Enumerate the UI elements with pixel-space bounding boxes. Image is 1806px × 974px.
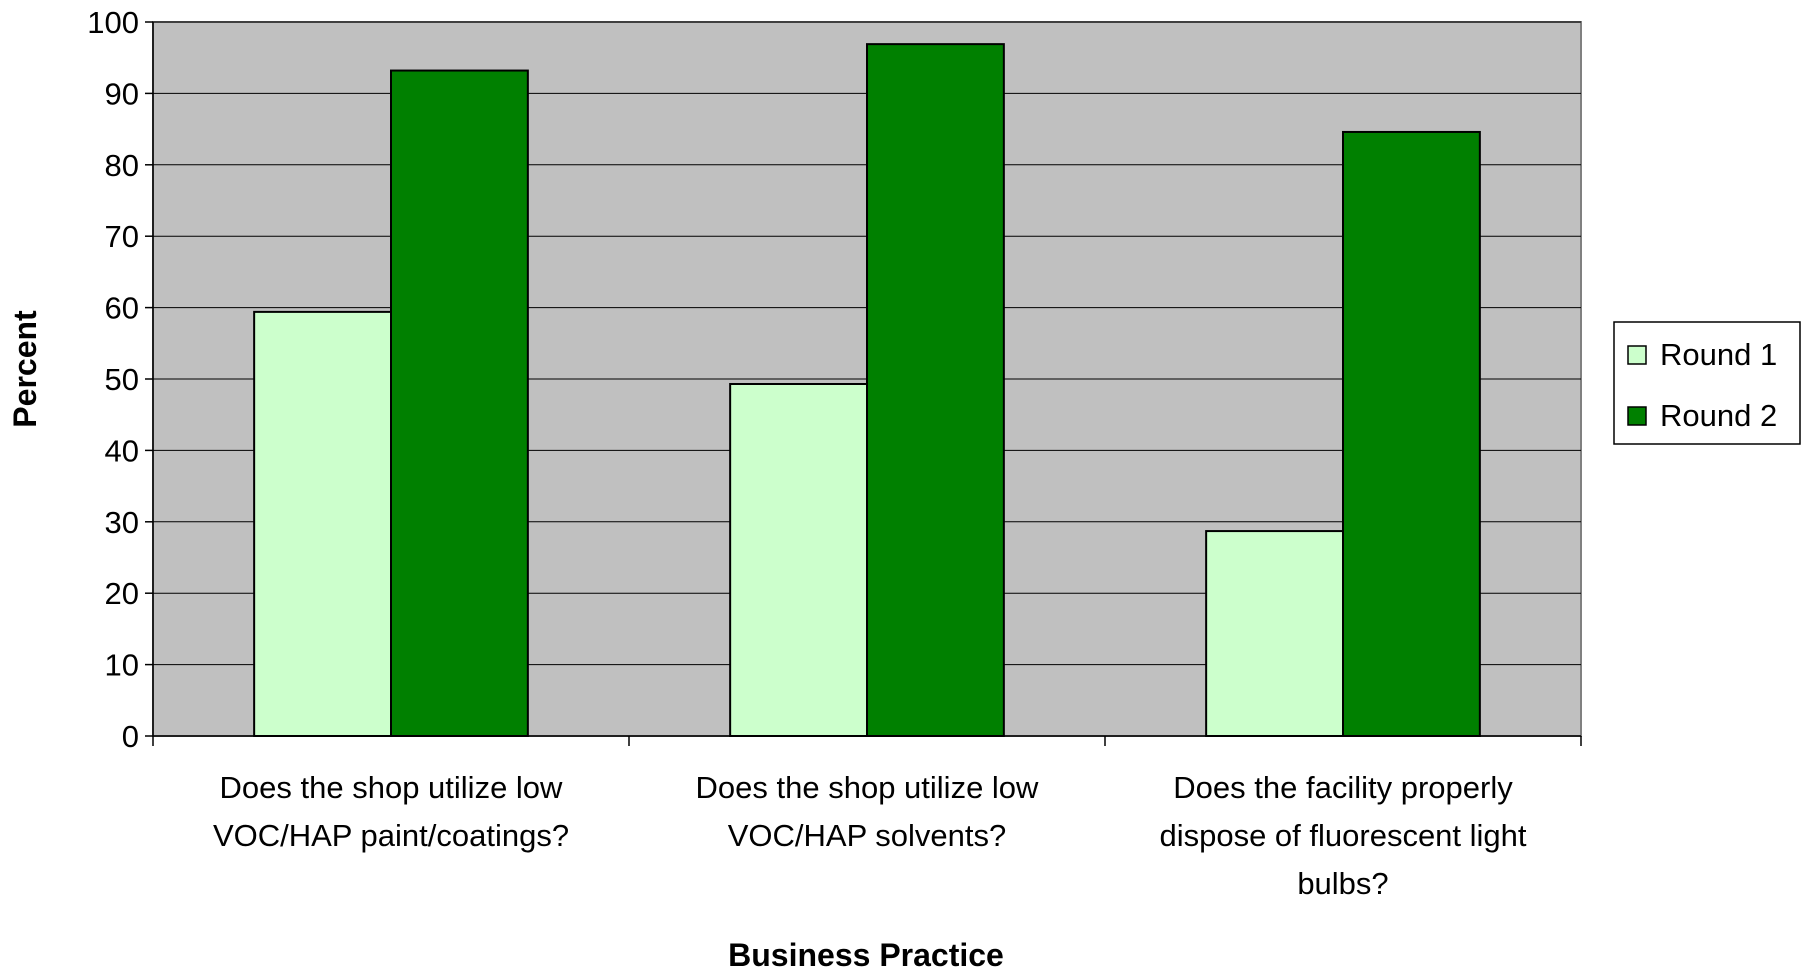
- y-axis-title: Percent: [7, 310, 43, 428]
- bar-round-1: [253, 310, 392, 737]
- bar-round-2: [1342, 130, 1481, 737]
- legend-swatch-round-1: [1627, 345, 1647, 365]
- y-tick-label: 0: [122, 719, 139, 754]
- bar-round-2: [866, 43, 1005, 738]
- bar-round-2: [390, 69, 529, 737]
- x-category-labels: Does the shop utilize low VOC/HAP paint/c…: [213, 770, 1527, 901]
- y-tick-label: 10: [105, 648, 139, 683]
- y-tick-label: 80: [105, 148, 139, 183]
- y-tick-label: 50: [105, 362, 139, 397]
- legend-label-round-1: Round 1: [1660, 337, 1777, 372]
- bar-round-1: [1205, 530, 1345, 737]
- y-tick-label: 60: [105, 291, 139, 326]
- legend-swatch-round-2: [1627, 406, 1647, 426]
- axes: [145, 21, 1582, 746]
- y-tick-label: 40: [105, 433, 139, 468]
- x-category-label: Does the facility properly dispose of flu…: [1159, 770, 1526, 901]
- y-tick-labels: 0 10 20 30 40 50 60 70 80 90 100: [87, 5, 139, 754]
- legend: Round 1 Round 2: [1613, 321, 1801, 445]
- y-tick-label: 20: [105, 576, 139, 611]
- y-tick-label: 70: [105, 219, 139, 254]
- x-axis-title: Business Practice: [728, 937, 1004, 973]
- legend-label-round-2: Round 2: [1660, 398, 1777, 433]
- x-category-label: Does the shop utilize low VOC/HAP paint/c…: [213, 770, 569, 853]
- x-category-label: Does the shop utilize low VOC/HAP solvent…: [696, 770, 1040, 853]
- y-tick-label: 100: [87, 5, 139, 40]
- y-tick-label: 30: [105, 505, 139, 540]
- bar-round-1: [729, 382, 869, 737]
- y-tick-label: 90: [105, 76, 139, 111]
